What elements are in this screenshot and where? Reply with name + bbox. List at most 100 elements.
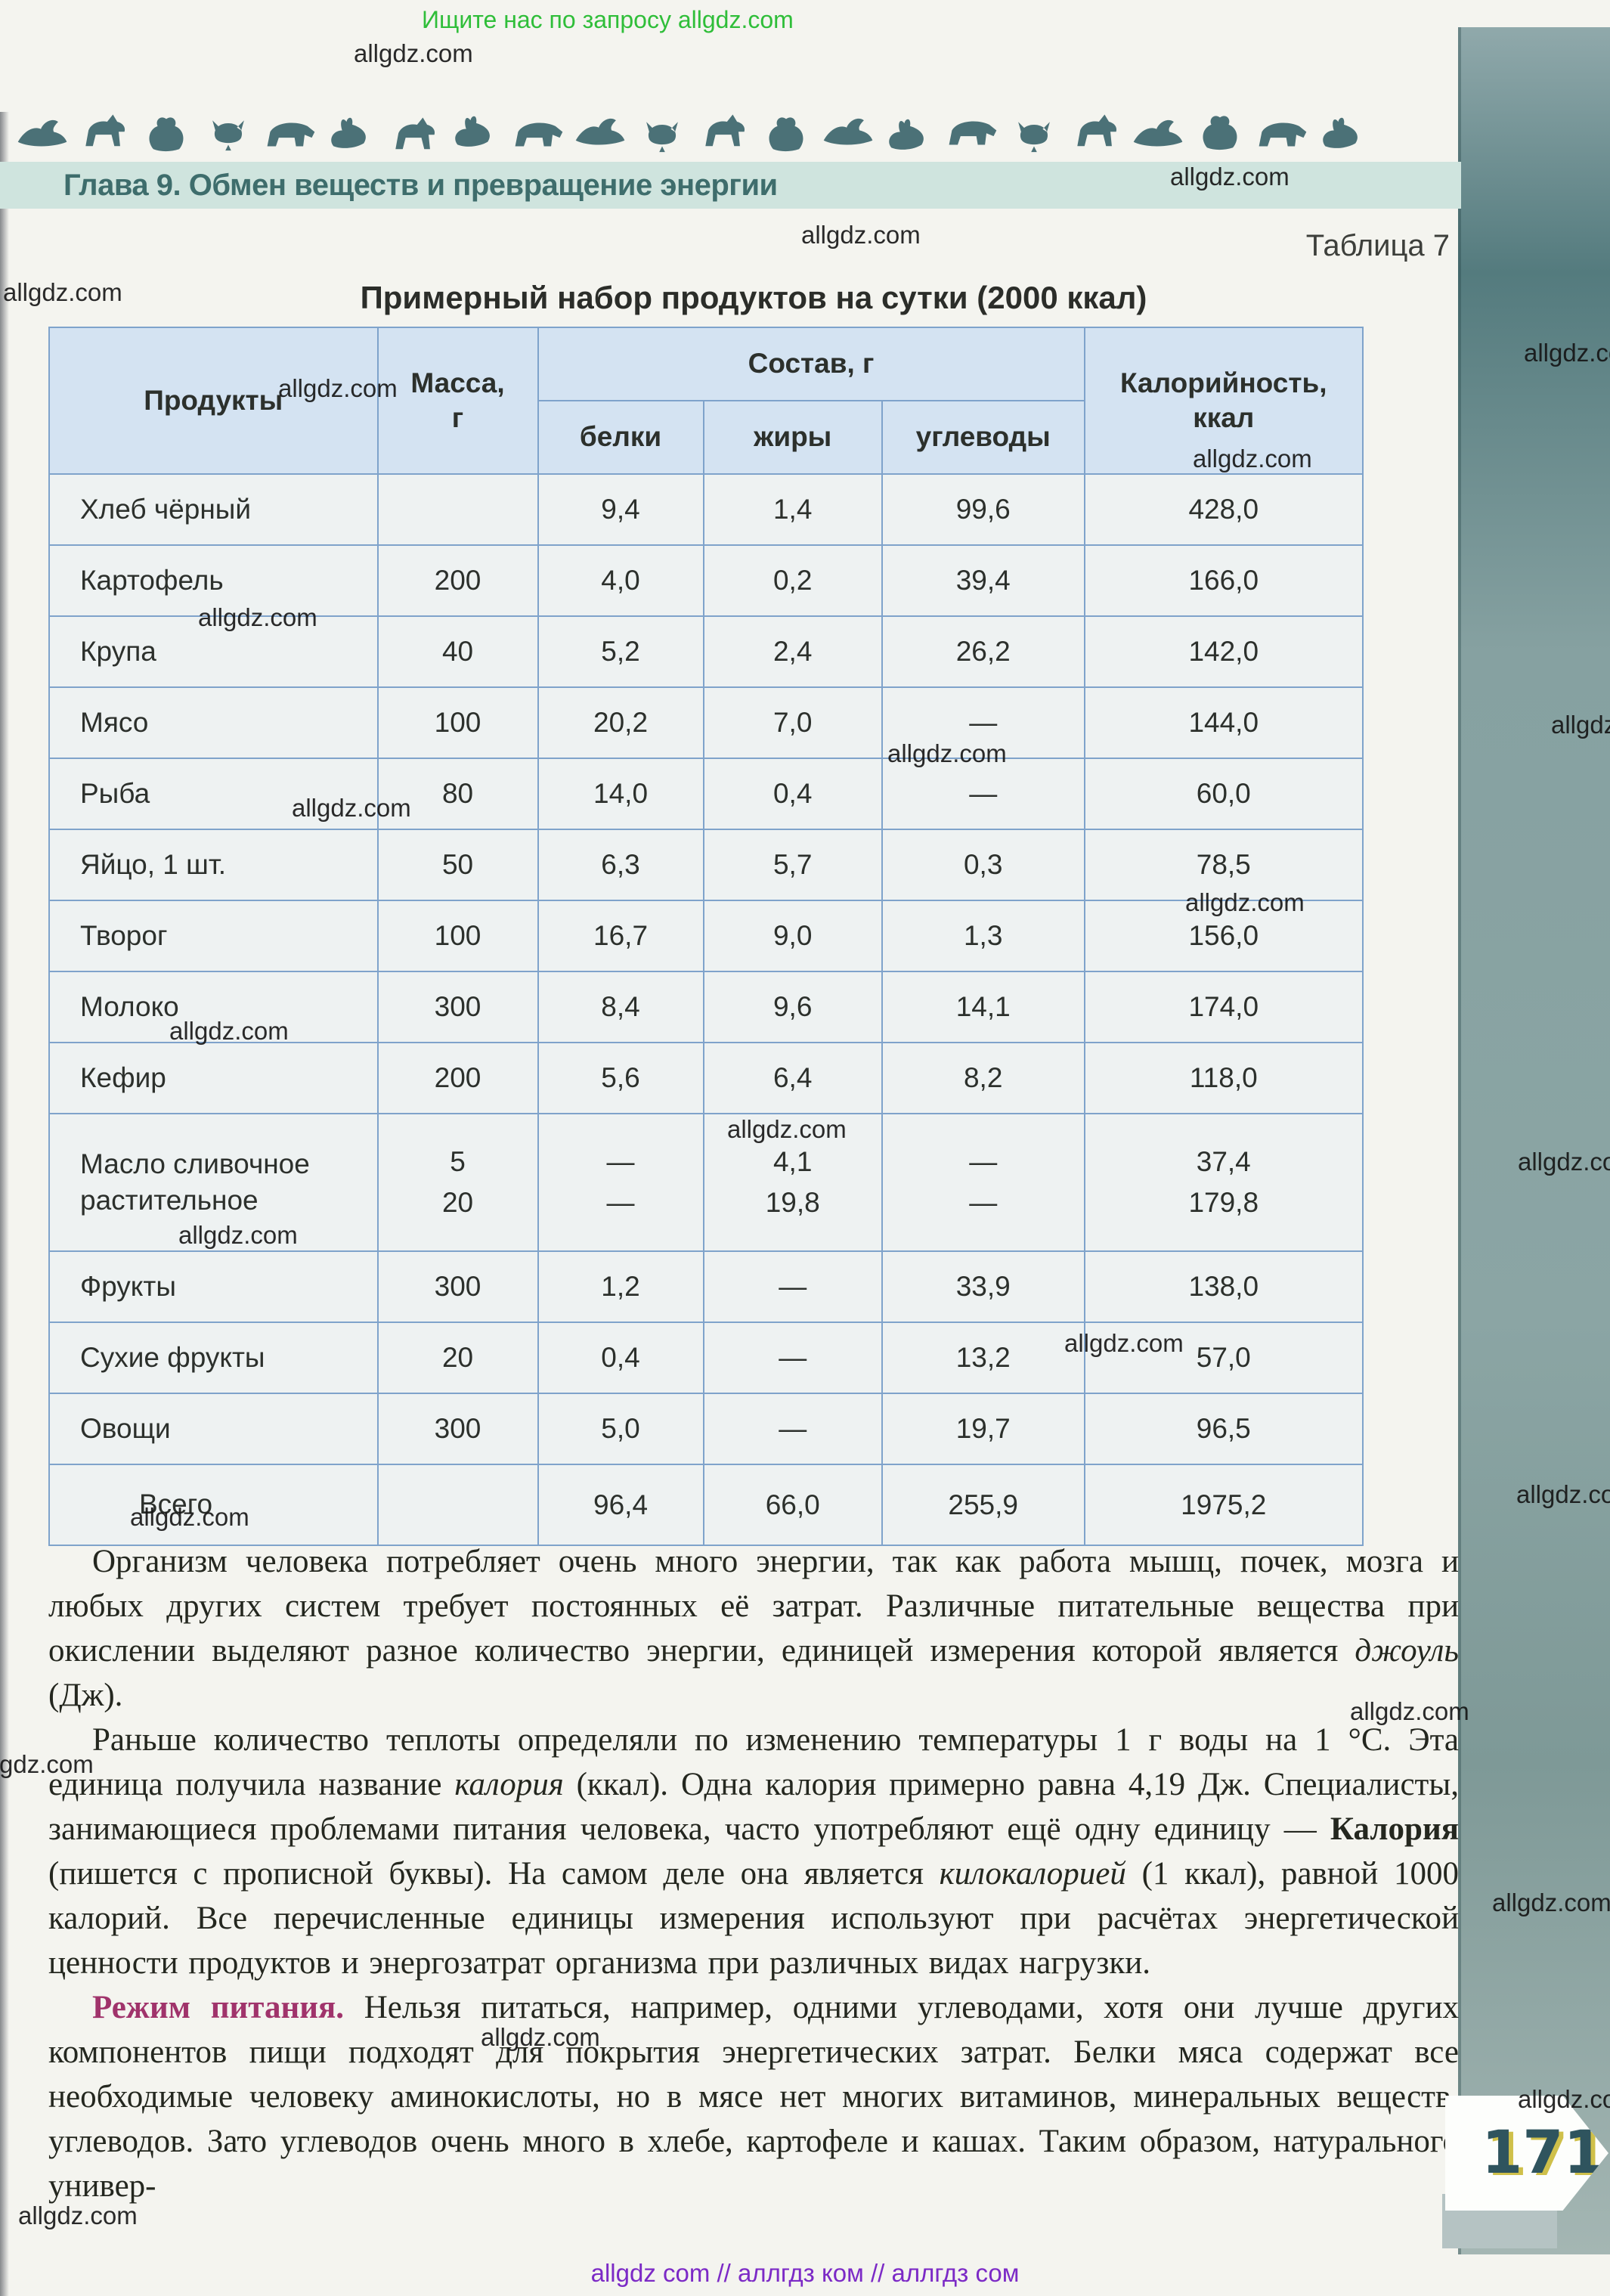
product-name-cell: Картофель (48, 544, 379, 617)
table-row: Овощи 300 5,0 — 19,7 96,5 (48, 1393, 1364, 1465)
table-body: Хлеб чёрный 9,4 1,4 99,6 428,0 Картофель… (48, 473, 1364, 1546)
kcal-cell: 156,0 (1083, 900, 1364, 972)
carbs-cell: — (881, 686, 1085, 759)
fat-cell: 6,4 (702, 1042, 883, 1114)
fat-cell: — (702, 1393, 883, 1465)
protein-cell: 5,0 (537, 1393, 704, 1465)
protein-cell: 5,2 (537, 615, 704, 688)
chapter-title: Глава 9. Обмен веществ и превращение эне… (63, 168, 778, 202)
carbs-cell: 39,4 (881, 544, 1085, 617)
product-name-cell: Яйцо, 1 шт. (48, 829, 379, 901)
watermark-allgdz: allgdz.com (1492, 1889, 1610, 1916)
product-name-cell: Фрукты (48, 1250, 379, 1323)
protein-cell: 96,4 (537, 1464, 704, 1546)
table-row: Рыба 80 14,0 0,4 — 60,0 (48, 758, 1364, 830)
table-row: Кефир 200 5,6 6,4 8,2 118,0 (48, 1042, 1364, 1114)
fat-cell: 66,0 (702, 1464, 883, 1546)
protein-cell: 8,4 (537, 971, 704, 1043)
watermark-allgdz: allgdz.com (1185, 888, 1305, 916)
product-name-cell: Масло сливочное растительное (48, 1113, 379, 1252)
watermark-allgdz: allgdz.com (1193, 445, 1312, 473)
mass-cell: 20 (376, 1322, 539, 1394)
table-row: Фрукты 300 1,2 — 33,9 138,0 (48, 1250, 1364, 1323)
table-row: Картофель 200 4,0 0,2 39,4 166,0 (48, 544, 1364, 617)
watermark-allgdz: allgdz.com (292, 794, 411, 822)
product-name-cell: Кефир (48, 1042, 379, 1114)
mass-cell (376, 473, 539, 546)
daily-food-table: Продукты Масса, г Состав, г Калорийность… (48, 327, 1364, 1546)
mass-cell (376, 1464, 539, 1546)
mass-cell: 300 (376, 1393, 539, 1465)
fat-cell: 7,0 (702, 686, 883, 759)
col-header-protein: белки (537, 400, 704, 475)
table-row: Яйцо, 1 шт. 50 6,3 5,7 0,3 78,5 (48, 829, 1364, 901)
table-row: Хлеб чёрный 9,4 1,4 99,6 428,0 (48, 473, 1364, 546)
watermark-allgdz: allgdz.com (1350, 1697, 1469, 1725)
watermark-allgdz: allgdz.com (18, 2201, 138, 2229)
carbs-cell: 19,7 (881, 1393, 1085, 1465)
watermark-allgdz: allgdz.com (1518, 2085, 1610, 2113)
watermark-allgdz: allgdz.com (1551, 711, 1610, 739)
fat-cell: 9,6 (702, 971, 883, 1043)
watermark-allgdz: allgdz.com (0, 1750, 94, 1778)
protein-cell: 9,4 (537, 473, 704, 546)
watermark-allgdz: allgdz.com (3, 278, 122, 306)
kcal-cell: 428,0 (1083, 473, 1364, 546)
watermark-allgdz: allgdz.com (130, 1503, 249, 1531)
col-header-products: Продукты (48, 327, 379, 475)
watermark-allgdz: allgdz.com (178, 1221, 298, 1249)
mass-cell: 200 (376, 544, 539, 617)
product-name-cell: Всего (48, 1464, 379, 1546)
table-header: Продукты Масса, г Состав, г Калорийность… (48, 327, 1364, 475)
watermark-allgdz: allgdz.com (354, 39, 473, 67)
fat-cell: 5,7 (702, 829, 883, 901)
footer-watermark-line: allgdz com // аллгдз ком // аллгдз сом (590, 2259, 1020, 2287)
product-name-cell: Творог (48, 900, 379, 972)
product-name-cell: Хлеб чёрный (48, 473, 379, 546)
col-header-fat: жиры (702, 400, 883, 475)
protein-cell: 1,2 (537, 1250, 704, 1323)
table-row: Масло сливочное растительное 5 20 — — 4,… (48, 1113, 1364, 1252)
mass-cell: 100 (376, 900, 539, 972)
carbs-cell: 0,3 (881, 829, 1085, 901)
kcal-cell: 118,0 (1083, 1042, 1364, 1114)
protein-cell: 4,0 (537, 544, 704, 617)
col-header-kcal: Калорийность, ккал (1083, 327, 1364, 475)
paragraph-energy: Организм человека потребляет очень много… (48, 1539, 1459, 1718)
kcal-cell: 1975,2 (1083, 1464, 1364, 1546)
protein-cell: 14,0 (537, 758, 704, 830)
fat-cell: 1,4 (702, 473, 883, 546)
table-row: Крупа 40 5,2 2,4 26,2 142,0 (48, 615, 1364, 688)
product-name-cell: Мясо (48, 686, 379, 759)
watermark-allgdz: allgdz.com (887, 739, 1007, 767)
term-calorie: калория (454, 1767, 564, 1802)
watermark-allgdz: allgdz.com (1524, 339, 1610, 367)
watermark-allgdz: allgdz.com (1064, 1329, 1184, 1357)
paragraph-calorie: Раньше количество теплоты определяли по … (48, 1718, 1459, 1985)
kcal-cell: 166,0 (1083, 544, 1364, 617)
col-header-composition: Состав, г (537, 327, 1085, 401)
watermark-allgdz: allgdz.com (1170, 163, 1290, 191)
col-header-mass: Масса, г (376, 327, 539, 475)
fat-cell: — (702, 1322, 883, 1394)
table-row: Сухие фрукты 20 0,4 — 13,2 57,0 (48, 1322, 1364, 1394)
paragraph-diet: Режим питания. Нельзя питаться, например… (48, 1985, 1459, 2208)
kcal-cell: 144,0 (1083, 686, 1364, 759)
table-row: Мясо 100 20,2 7,0 — 144,0 (48, 686, 1364, 759)
kcal-cell: 60,0 (1083, 758, 1364, 830)
carbs-cell: 99,6 (881, 473, 1085, 546)
mass-cell: 50 (376, 829, 539, 901)
carbs-cell: 8,2 (881, 1042, 1085, 1114)
kcal-cell: 174,0 (1083, 971, 1364, 1043)
carbs-cell: — (881, 758, 1085, 830)
mass-cell: 300 (376, 1250, 539, 1323)
watermark-allgdz: allgdz.com (1516, 1480, 1610, 1508)
col-header-carbs: углеводы (881, 400, 1085, 475)
watermark-allgdz: allgdz.com (727, 1115, 847, 1143)
mass-cell: 100 (376, 686, 539, 759)
fat-cell: 0,2 (702, 544, 883, 617)
text-run: (Дж). (48, 1678, 123, 1713)
term-kilocalorie: килокалорией (939, 1856, 1126, 1892)
text-run: Нельзя питаться, например, одними углево… (48, 1990, 1459, 2204)
fat-cell: 9,0 (702, 900, 883, 972)
